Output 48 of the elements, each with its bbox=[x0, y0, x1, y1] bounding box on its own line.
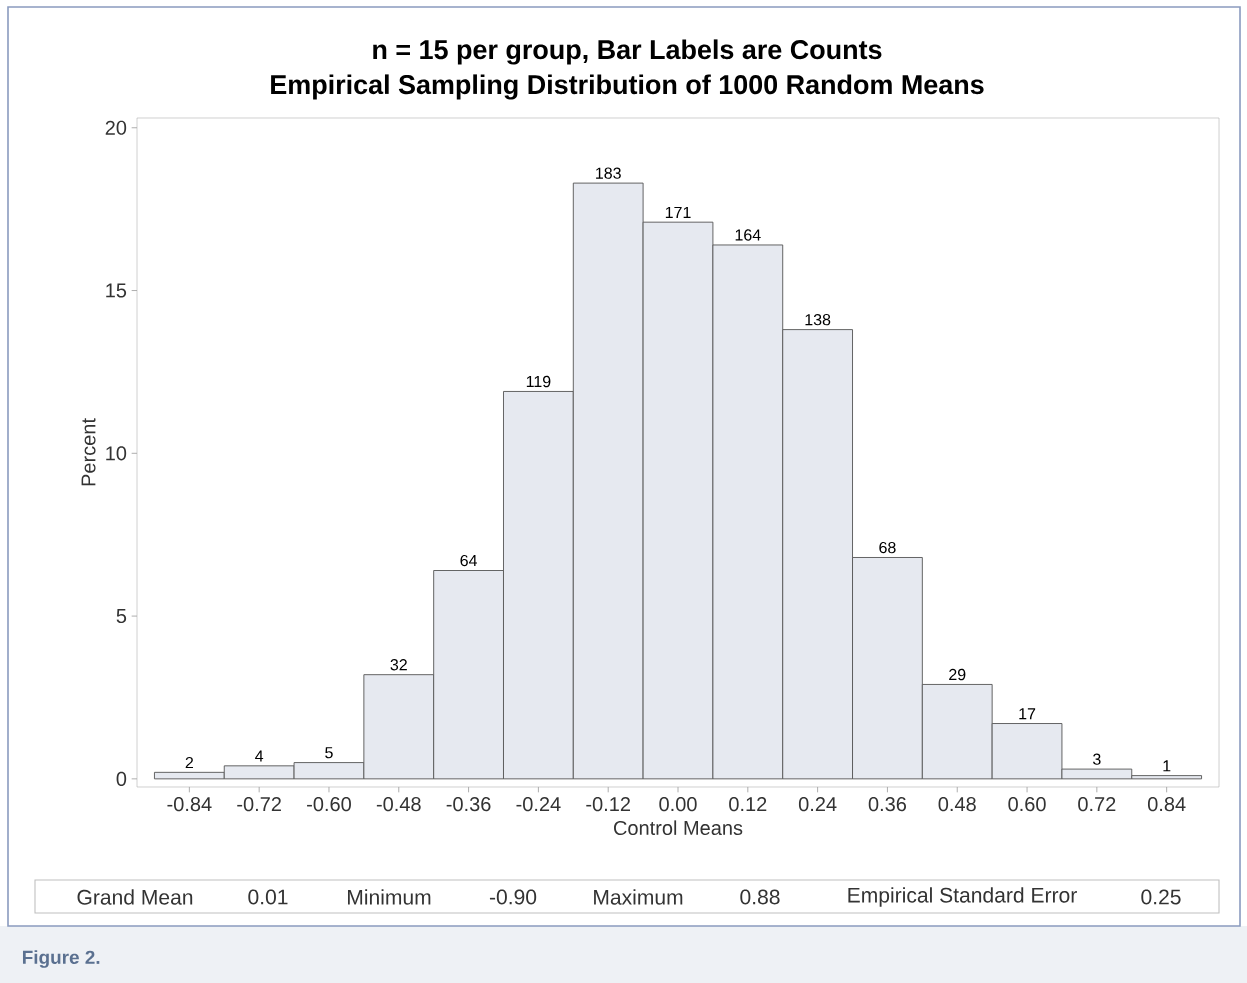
annotation: 29 bbox=[949, 668, 966, 681]
x-axis-title: Control Means bbox=[614, 820, 743, 836]
annotation: 17 bbox=[1019, 708, 1036, 720]
x-tick-label: 0.72 bbox=[1078, 797, 1116, 812]
text: 0.88 bbox=[740, 889, 780, 905]
x-tick-label: -0.60 bbox=[307, 797, 351, 812]
text: 0.25 bbox=[1141, 889, 1181, 905]
x-tick-label: 0.12 bbox=[729, 797, 767, 812]
y-tick-label: 0 bbox=[116, 771, 127, 786]
x-tick-label: -0.72 bbox=[237, 797, 281, 812]
annotation: 32 bbox=[390, 659, 407, 671]
x-tick-label: 0.36 bbox=[868, 797, 907, 812]
y-tick-label: 20 bbox=[105, 120, 127, 135]
annotation: 3 bbox=[1093, 753, 1101, 765]
annotation: 64 bbox=[460, 554, 478, 567]
annotation: 119 bbox=[526, 375, 551, 388]
x-tick-label: 0.00 bbox=[659, 797, 697, 812]
caption: Figure 2. bbox=[22, 950, 100, 968]
chart-title: n = 15 per group, Bar Labels are Counts bbox=[373, 39, 882, 65]
text: Grand Mean bbox=[77, 889, 193, 905]
text: Empirical Standard Error bbox=[848, 887, 1077, 907]
x-tick-label: 0.84 bbox=[1147, 797, 1186, 812]
y-tick-label: 10 bbox=[106, 446, 127, 461]
annotation: 4 bbox=[255, 750, 264, 762]
x-tick-label: 0.48 bbox=[938, 797, 976, 812]
annotation: 164 bbox=[735, 229, 761, 241]
x-tick-label: -0.12 bbox=[586, 797, 630, 812]
annotation: 68 bbox=[879, 541, 896, 554]
x-tick-label: -0.48 bbox=[376, 797, 421, 812]
text: Maximum bbox=[594, 889, 683, 905]
x-tick-label: -0.84 bbox=[167, 797, 212, 812]
annotation: 138 bbox=[805, 314, 831, 326]
x-tick-label: -0.36 bbox=[446, 797, 491, 812]
y-tick-label: 5 bbox=[116, 609, 127, 624]
text: 0.01 bbox=[248, 889, 288, 905]
x-tick-label: -0.24 bbox=[516, 797, 561, 812]
chart-subtitle: Empirical Sampling Distribution of 1000 Random Means bbox=[271, 74, 984, 100]
text: Minimum bbox=[348, 889, 431, 905]
text: -0.90 bbox=[489, 889, 537, 905]
x-tick-label: 0.60 bbox=[1008, 797, 1046, 812]
annotation: 1 bbox=[1163, 760, 1171, 772]
annotation: 5 bbox=[325, 747, 333, 759]
x-tick-label: 0.24 bbox=[798, 797, 837, 812]
y-axis-title: Percent bbox=[81, 418, 96, 486]
y-tick-label: 15 bbox=[106, 283, 127, 298]
annotation: 171 bbox=[665, 206, 691, 218]
annotation: 183 bbox=[596, 167, 621, 179]
annotation: 2 bbox=[185, 756, 193, 769]
